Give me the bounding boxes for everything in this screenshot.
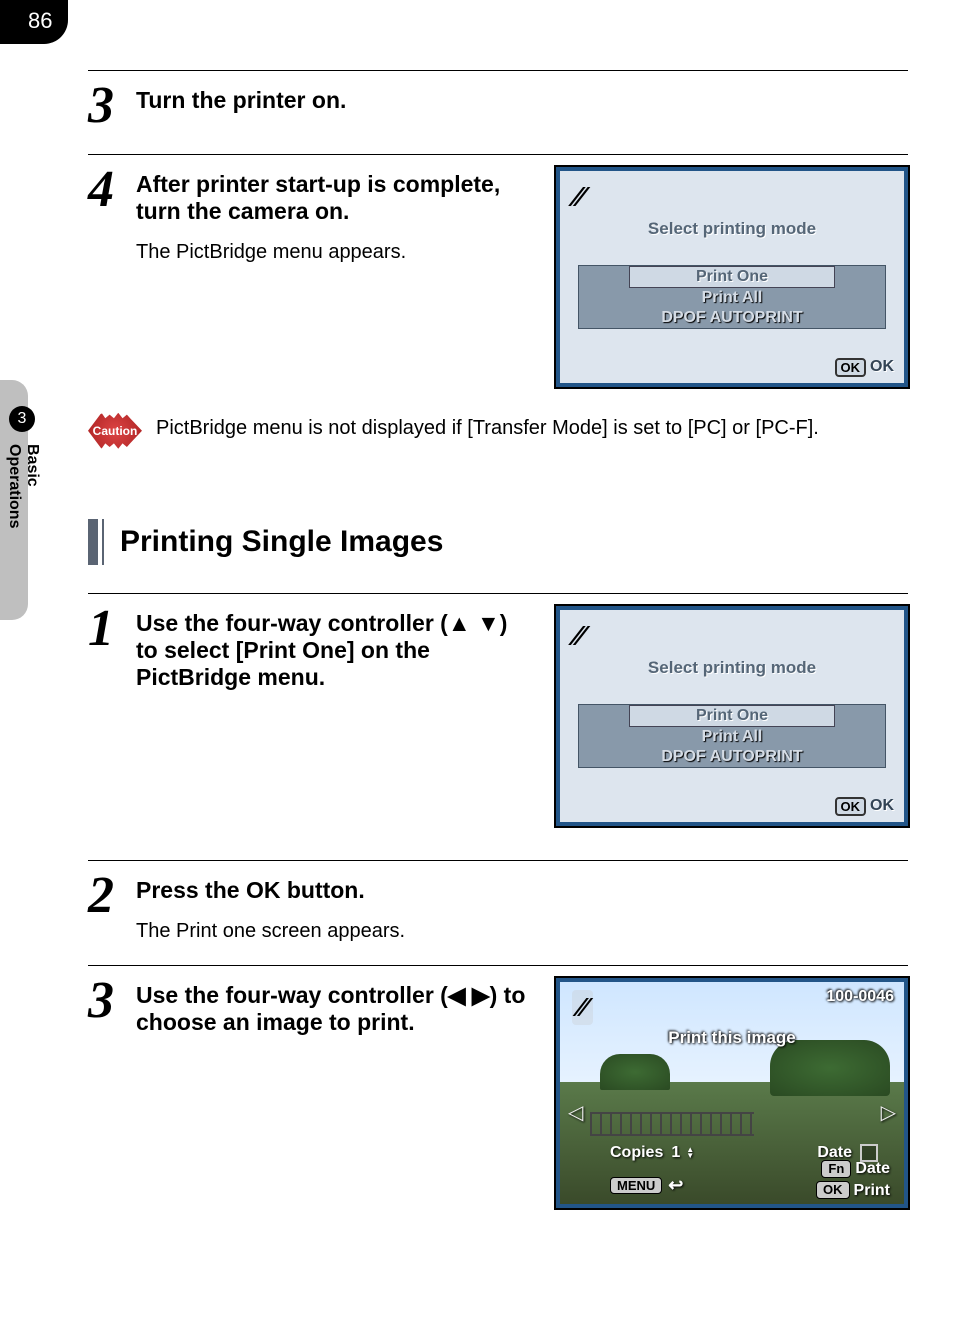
divider — [88, 965, 908, 966]
ok-box-icon: OK — [835, 797, 867, 816]
step-number-a1: 1 — [88, 606, 126, 826]
lcd1-item-print-one: Print One — [629, 266, 835, 288]
caution-row: Caution PictBridge menu is not displayed… — [88, 417, 908, 453]
print-bottom-right: Fn Date OK Print — [816, 1159, 890, 1199]
step-3-title: Turn the printer on. — [136, 87, 908, 114]
print-trees2-bg — [600, 1054, 670, 1090]
step-number-3: 3 — [88, 83, 126, 130]
lcd1-item-dpof: DPOF AUTOPRINT — [579, 308, 885, 328]
step-a2-title-b: button. — [280, 877, 364, 903]
step-4: 4 After printer start-up is complete, tu… — [88, 167, 908, 387]
spinner-icon: ▲▼ — [686, 1147, 694, 1158]
main-content: 3 Turn the printer on. 4 After printer s… — [88, 0, 908, 1208]
copies-label: Copies — [610, 1144, 663, 1162]
copies-value: 1 — [671, 1144, 680, 1162]
left-glyph: ◀ — [448, 982, 466, 1008]
ok-text: OK — [870, 358, 894, 376]
fn-badge-icon: Fn — [821, 1160, 851, 1178]
lcd-screenshot-1: ⁄⁄ Select printing mode Print One Print … — [556, 167, 908, 387]
lcd2-item-print-one: Print One — [629, 705, 835, 727]
ok-badge-icon: OK — [816, 1181, 850, 1199]
lcd1-menu: Print One Print All DPOF AUTOPRINT — [578, 265, 886, 329]
pictbridge-icon: ⁄⁄ — [574, 181, 583, 213]
step-4-desc: The PictBridge menu appears. — [136, 241, 532, 264]
divider — [88, 154, 908, 155]
page-number-tab: 86 — [0, 0, 68, 44]
step-a2-title-a: Press the — [136, 877, 246, 903]
lcd2-heading: Select printing mode — [560, 658, 904, 678]
lcd2-item-print-all: Print All — [579, 727, 885, 747]
down-glyph: ▼ — [477, 610, 500, 636]
right-glyph: ▶ — [472, 982, 490, 1008]
pictbridge-icon: ⁄⁄ — [572, 990, 593, 1025]
step-number-a2: 2 — [88, 873, 126, 943]
lcd-screenshot-print: ⁄⁄ 100-0046 Print this image ◁ ▷ Copies … — [556, 978, 908, 1208]
step-a1-title-a: Use the four-way controller ( — [136, 610, 448, 636]
lcd2-item-dpof: DPOF AUTOPRINT — [579, 747, 885, 767]
step-a3-title-a: Use the four-way controller ( — [136, 982, 448, 1008]
step-a2: 2 Press the OK button. The Print one scr… — [88, 873, 908, 943]
step-4-title: After printer start-up is complete, turn… — [136, 171, 532, 225]
print-copies: Copies 1 ▲▼ — [610, 1144, 694, 1162]
ok-text: OK — [870, 797, 894, 815]
print-bottom-left: MENU ↩ — [610, 1175, 683, 1196]
pictbridge-icon: ⁄⁄ — [574, 620, 583, 652]
print-trees-bg — [770, 1040, 890, 1096]
fn-label: Date — [855, 1159, 890, 1178]
step-a3: 3 Use the four-way controller (◀ ▶) to c… — [88, 978, 908, 1208]
caution-text: PictBridge menu is not displayed if [Tra… — [156, 417, 908, 440]
print-subtitle: Print this image — [560, 1028, 904, 1048]
step-a1: 1 Use the four-way controller (▲ ▼) to s… — [88, 606, 908, 826]
return-arrow-icon: ↩ — [668, 1175, 683, 1196]
step-a3-title: Use the four-way controller (◀ ▶) to cho… — [136, 982, 532, 1036]
print-file-number: 100-0046 — [826, 988, 894, 1006]
lcd1-heading: Select printing mode — [560, 219, 904, 239]
divider — [88, 860, 908, 861]
lcd2-menu: Print One Print All DPOF AUTOPRINT — [578, 704, 886, 768]
section-heading-wrap: Printing Single Images — [88, 519, 908, 565]
up-glyph: ▲ — [448, 610, 471, 636]
ok-inline-label: OK — [246, 877, 281, 903]
chapter-title-vertical: Basic Operations — [5, 444, 41, 528]
ok-print-label: Print — [854, 1181, 890, 1200]
lcd-screenshot-2: ⁄⁄ Select printing mode Print One Print … — [556, 606, 908, 826]
step-3: 3 Turn the printer on. — [88, 83, 908, 130]
divider — [88, 593, 908, 594]
lcd2-ok-indicator: OK OK — [835, 797, 895, 816]
nav-left-icon: ◁ — [568, 1100, 583, 1125]
ok-box-icon: OK — [835, 358, 867, 377]
lcd1-ok-indicator: OK OK — [835, 358, 895, 377]
step-a2-desc: The Print one screen appears. — [136, 920, 908, 943]
nav-right-icon: ▷ — [881, 1100, 896, 1125]
print-fence-bg — [590, 1112, 754, 1136]
step-a2-title: Press the OK button. — [136, 877, 908, 904]
lcd1-item-print-all: Print All — [579, 288, 885, 308]
section-heading: Printing Single Images — [102, 519, 908, 565]
caution-badge-icon: Caution — [88, 413, 142, 449]
divider — [88, 70, 908, 71]
menu-badge-icon: MENU — [610, 1177, 662, 1194]
chapter-number-badge: 3 — [9, 406, 35, 432]
step-number-a3: 3 — [88, 978, 126, 1208]
step-a1-title: Use the four-way controller (▲ ▼) to sel… — [136, 610, 532, 691]
step-number-4: 4 — [88, 167, 126, 387]
